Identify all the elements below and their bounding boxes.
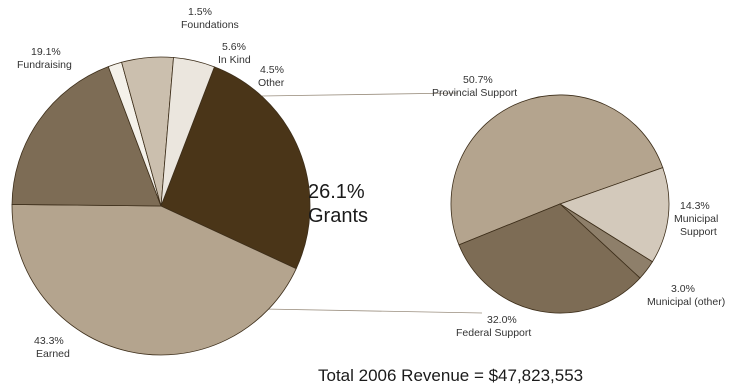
- slice-other: [160, 57, 215, 207]
- total-revenue: Total 2006 Revenue = $47,823,553: [318, 366, 583, 385]
- label-grants-name: Grants: [308, 205, 368, 227]
- label-inkind-name: In Kind: [218, 54, 251, 66]
- connector-lines: [261, 92, 483, 314]
- label-municipal-other-name: Municipal (other): [647, 296, 725, 308]
- label-earned-value: 43.3%: [34, 335, 64, 347]
- label-grants-value: 26.1%: [308, 181, 365, 203]
- label-fundraising-value: 19.1%: [31, 46, 61, 58]
- label-earned-name: Earned: [36, 348, 70, 360]
- label-inkind-value: 5.6%: [222, 41, 246, 53]
- label-foundations-value: 1.5%: [188, 6, 212, 18]
- slice-earned: [11, 204, 297, 356]
- grants-pie: [450, 94, 670, 314]
- label-foundations-name: Foundations: [181, 19, 239, 31]
- label-federal-name: Federal Support: [456, 327, 531, 339]
- label-provincial-name: Provincial Support: [432, 87, 517, 99]
- slice-fundraising: [11, 66, 162, 207]
- label-fundraising-name: Fundraising: [17, 59, 72, 71]
- label-municipal-name-1: Municipal: [674, 213, 718, 225]
- label-municipal-name-2: Support: [680, 226, 717, 238]
- label-federal-value: 32.0%: [487, 314, 517, 326]
- label-other-value: 4.5%: [260, 64, 284, 76]
- label-municipal-value: 14.3%: [680, 200, 710, 212]
- connector-line-1: [261, 92, 459, 97]
- connector-line-2: [263, 308, 483, 314]
- label-other-name: Other: [258, 77, 285, 89]
- slice-federal-support: [458, 203, 641, 314]
- main-pie: [11, 56, 311, 356]
- slice-provincial-support: [450, 94, 664, 246]
- label-municipal-other-value: 3.0%: [671, 283, 695, 295]
- slice-grants: [160, 66, 311, 270]
- slice-municipal-support: [559, 167, 670, 263]
- label-provincial-value: 50.7%: [463, 74, 493, 86]
